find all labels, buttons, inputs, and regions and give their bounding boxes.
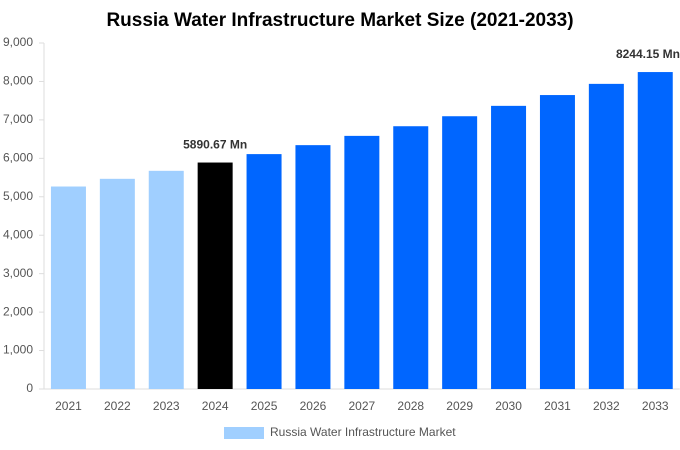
y-tick-label: 6,000 [3,151,33,165]
y-tick-label: 1,000 [3,343,33,357]
bar [197,162,233,389]
x-tick-label: 2023 [153,399,180,413]
bar [491,105,527,390]
legend-label: Russia Water Infrastructure Market [270,425,456,439]
value-label: 5890.67 Mn [183,138,247,152]
bar [393,126,429,389]
y-tick-label: 0 [26,381,33,395]
bar [588,83,624,389]
x-tick-label: 2029 [446,399,473,413]
x-tick-label: 2031 [544,399,571,413]
value-label: 8244.15 Mn [616,47,680,61]
bar [295,145,331,389]
bar [246,154,282,389]
x-tick-label: 2030 [495,399,522,413]
x-tick-label: 2021 [55,399,82,413]
bar [344,135,380,389]
chart-title: Russia Water Infrastructure Market Size … [106,10,573,31]
y-tick-label: 5,000 [3,189,33,203]
bar [539,95,575,390]
y-tick-label: 2,000 [3,304,33,318]
y-tick-label: 3,000 [3,266,33,280]
x-tick-label: 2033 [642,399,669,413]
y-tick-label: 8,000 [3,74,33,88]
bar [637,72,673,390]
bar [442,116,478,389]
bar [99,178,135,389]
x-tick-label: 2028 [397,399,424,413]
x-tick-label: 2027 [348,399,375,413]
y-tick-label: 4,000 [3,227,33,241]
x-tick-label: 2025 [251,399,278,413]
x-tick-label: 2032 [593,399,620,413]
x-tick-label: 2026 [300,399,327,413]
bar [148,170,184,389]
x-tick-label: 2022 [104,399,131,413]
legend-swatch [224,427,264,439]
y-tick-label: 7,000 [3,112,33,126]
y-tick-label: 9,000 [3,35,33,49]
x-tick-label: 2024 [202,399,229,413]
bar [50,186,86,389]
